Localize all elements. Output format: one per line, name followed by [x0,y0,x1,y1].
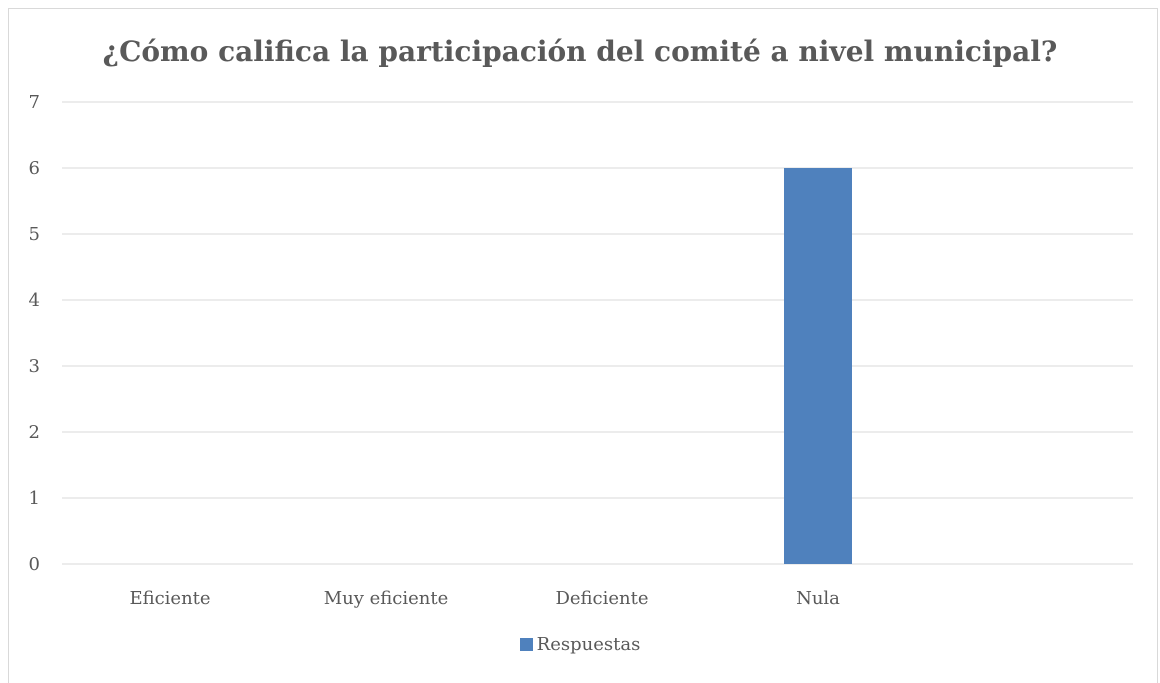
chart-title: ¿Cómo califica la participación del comi… [102,35,1058,68]
y-tick-label: 7 [29,92,40,113]
legend: Respuestas [0,634,1160,655]
x-tick-label: Eficiente [129,588,210,609]
y-tick-label: 4 [29,290,40,311]
y-tick-label: 0 [29,554,40,575]
y-tick-label: 2 [29,422,40,443]
legend-swatch-respuestas [519,638,533,651]
x-tick-label: Nula [796,588,840,609]
bar [784,168,852,564]
x-tick-label: Deficiente [555,588,648,609]
y-tick-label: 6 [29,158,40,179]
x-tick-label: Muy eficiente [324,588,449,609]
y-tick-label: 3 [29,356,40,377]
y-tick-label: 1 [29,488,40,509]
legend-label-respuestas: Respuestas [536,634,641,655]
chart-frame [8,8,1158,683]
y-tick-label: 5 [29,224,40,245]
